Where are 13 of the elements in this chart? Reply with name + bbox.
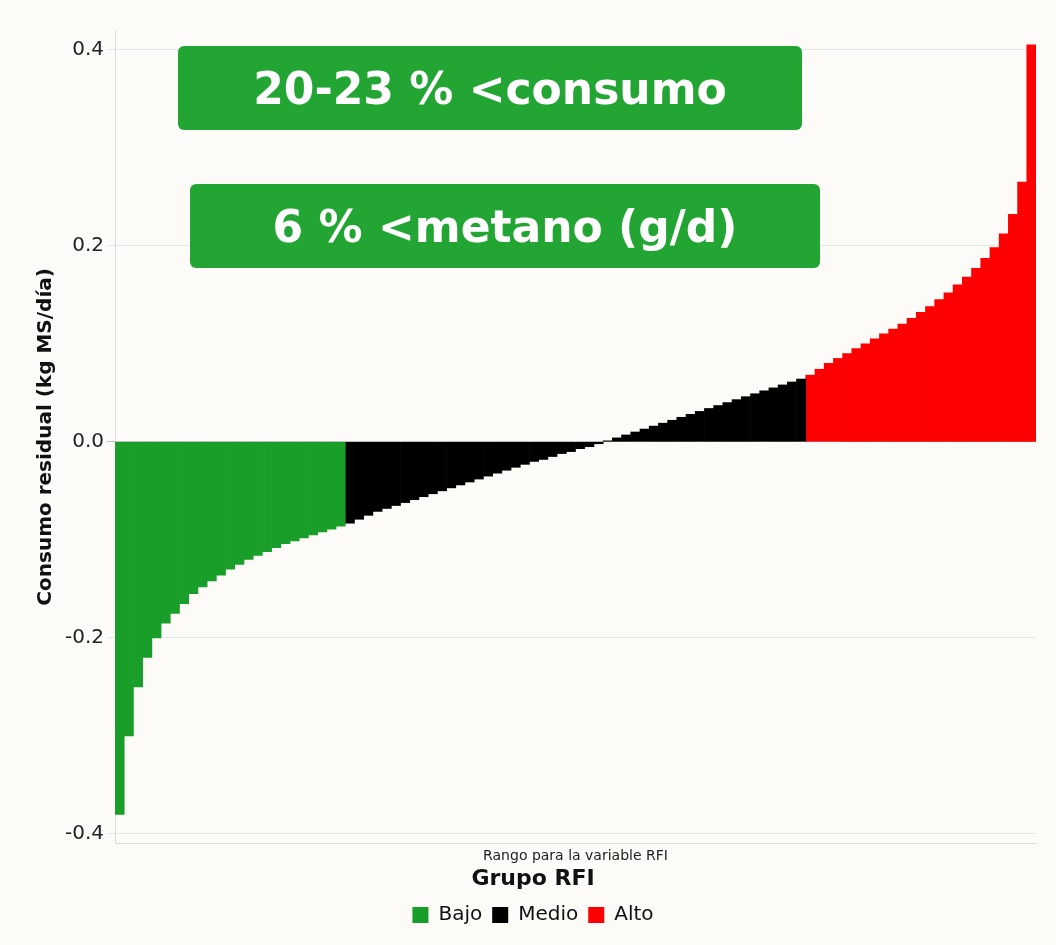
y-tick-label: 0.2 xyxy=(72,231,105,256)
y-tick-label: 0.0 xyxy=(72,428,105,453)
legend-label: Alto xyxy=(614,901,654,926)
y-tick-label: -0.4 xyxy=(64,820,105,845)
y-tick-label: -0.2 xyxy=(64,624,105,649)
y-axis-title: Consumo residual (kg MS/día) xyxy=(32,268,57,606)
y-tick-label: 0.4 xyxy=(72,35,105,60)
note-box: 6 % <metano (g/d) xyxy=(190,184,820,268)
legend-label: Bajo xyxy=(438,901,483,926)
legend-title: Grupo RFI xyxy=(471,865,595,891)
x-axis-title: Rango para la variable RFI xyxy=(483,846,668,863)
note-box: 20-23 % <consumo xyxy=(178,46,802,130)
legend-label: Medio xyxy=(518,901,579,926)
